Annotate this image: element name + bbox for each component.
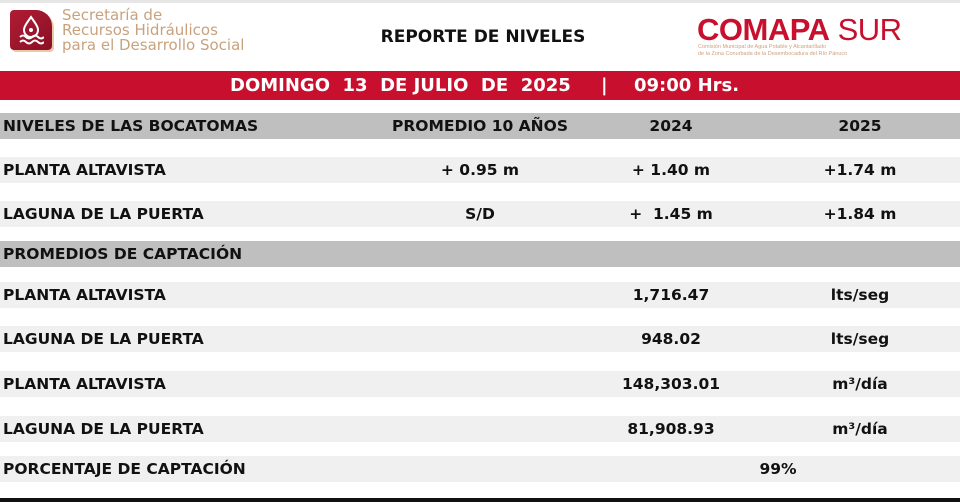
brand-bold: COMAPA	[697, 12, 830, 47]
column-header: NIVELES DE LAS BOCATOMAS	[3, 117, 259, 135]
table-row: LAGUNA DE LA PUERTA 948.02 lts/seg	[0, 326, 960, 352]
unit: m³/día	[832, 375, 888, 393]
cell: 148,303.01	[621, 375, 721, 393]
bottom-border	[0, 498, 960, 502]
cell: 948.02	[641, 330, 701, 348]
cell: + 0.95 m	[440, 161, 520, 179]
row-label: PLANTA ALTAVISTA	[3, 161, 166, 179]
porcentaje-value: 99%	[759, 460, 797, 478]
captacion-header-row: PROMEDIOS DE CAPTACIÓN	[0, 241, 960, 267]
subtitle-line: de la Zona Conurbada de la Desembocadura…	[698, 51, 848, 57]
table-row: PLANTA ALTAVISTA + 0.95 m + 1.40 m +1.74…	[0, 157, 960, 183]
report-date: DOMINGO 13 DE JULIO DE 2025	[230, 75, 571, 96]
report-time: 09:00 Hrs.	[634, 75, 740, 96]
logo-line: Recursos Hidráulicos	[62, 21, 218, 39]
cell: 1,716.47	[632, 286, 710, 304]
water-drop-logo-icon	[10, 10, 52, 50]
top-border	[0, 0, 960, 3]
cell: +1.74 m	[823, 161, 897, 179]
logo-line: Secretaría de	[62, 6, 163, 24]
date-band: DOMINGO 13 DE JULIO DE 2025 | 09:00 Hrs.	[0, 71, 960, 100]
secretaria-logo-text: Secretaría de Recursos Hidráulicos para …	[62, 8, 244, 53]
cell: S/D	[465, 205, 495, 223]
brand-light: SUR	[837, 12, 902, 47]
table-row: LAGUNA DE LA PUERTA S/D + 1.45 m +1.84 m	[0, 201, 960, 227]
logo-line: para el Desarrollo Social	[62, 36, 245, 54]
table-row: PLANTA ALTAVISTA 1,716.47 lts/seg	[0, 282, 960, 308]
page-title: REPORTE DE NIVELES	[0, 27, 960, 47]
separator: |	[601, 75, 608, 96]
unit: lts/seg	[830, 286, 890, 304]
row-label: PLANTA ALTAVISTA	[3, 286, 166, 304]
row-label: PLANTA ALTAVISTA	[3, 375, 166, 393]
row-label: LAGUNA DE LA PUERTA	[3, 205, 204, 223]
porcentaje-row: PORCENTAJE DE CAPTACIÓN 99%	[0, 456, 960, 482]
row-label: LAGUNA DE LA PUERTA	[3, 420, 204, 438]
comapa-subtitle: Comisión Municipal de Agua Potable y Alc…	[698, 44, 847, 58]
column-header: PROMEDIO 10 AÑOS	[392, 117, 568, 135]
unit: lts/seg	[830, 330, 890, 348]
cell: 81,908.93	[627, 420, 715, 438]
table-row: LAGUNA DE LA PUERTA 81,908.93 m³/día	[0, 416, 960, 442]
comapa-logo: COMAPA SUR	[697, 12, 902, 48]
column-header: 2025	[838, 117, 882, 135]
unit: m³/día	[832, 420, 888, 438]
row-label: LAGUNA DE LA PUERTA	[3, 330, 204, 348]
niveles-header-row: NIVELES DE LAS BOCATOMAS PROMEDIO 10 AÑO…	[0, 113, 960, 139]
cell: + 1.40 m	[631, 161, 711, 179]
section-header: PROMEDIOS DE CAPTACIÓN	[3, 245, 243, 263]
row-label: PORCENTAJE DE CAPTACIÓN	[3, 460, 246, 478]
cell: + 1.45 m	[629, 205, 713, 223]
table-row: PLANTA ALTAVISTA 148,303.01 m³/día	[0, 371, 960, 397]
cell: +1.84 m	[823, 205, 897, 223]
subtitle-line: Comisión Municipal de Agua Potable y Alc…	[698, 44, 827, 50]
page-title-text: REPORTE DE NIVELES	[380, 27, 586, 47]
column-header: 2024	[649, 117, 693, 135]
